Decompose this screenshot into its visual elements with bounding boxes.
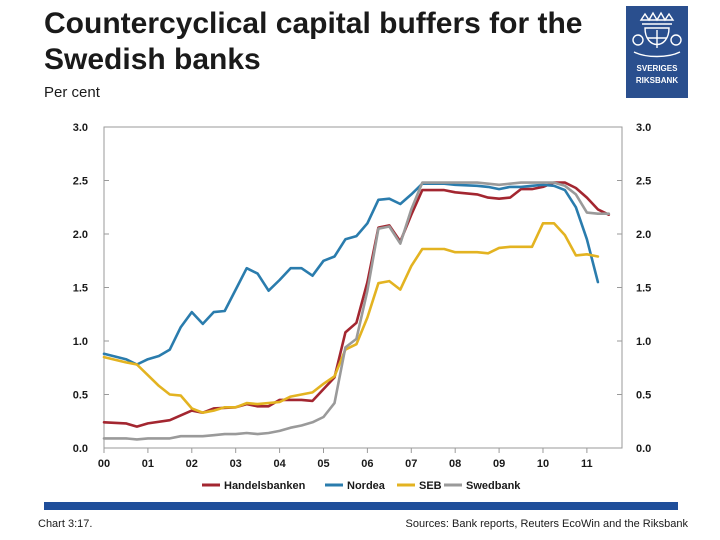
legend-label-seb: SEB (419, 480, 442, 492)
y-tick-label-left: 3.0 (73, 122, 88, 134)
x-tick-label: 01 (142, 458, 154, 470)
chart-subtitle: Per cent (44, 84, 100, 101)
y-tick-label-right: 3.0 (636, 122, 651, 134)
chart-area: 3.0 3.0 2.5 2.5 2.0 2.0 1.5 1.5 1.0 1.0 0.5 0.5 0.0 0… (73, 122, 652, 492)
footer-bar (44, 502, 678, 510)
chart-number: Chart 3:17. (38, 518, 93, 530)
x-tick-label: 11 (581, 458, 593, 470)
legend-label-handelsbanken: Handelsbanken (224, 480, 306, 492)
legend-label-swedbank: Swedbank (466, 480, 521, 492)
y-tick-label-right: 0.5 (636, 390, 651, 402)
logo-line-1: SVERIGES (636, 64, 678, 73)
series-line-handelsbanken (102, 181, 611, 428)
x-tick-label: 03 (230, 458, 242, 470)
x-tick-label: 09 (493, 458, 505, 470)
logo-line-2: RIKSBANK (635, 76, 679, 85)
plot-frame (103, 126, 623, 449)
page-title: Countercyclical capital buffers for the … (44, 7, 583, 76)
y-tick-label-right: 1.0 (636, 336, 651, 348)
y-tick-label-right: 2.5 (636, 176, 651, 188)
x-tick-label: 00 (98, 458, 110, 470)
crown-emblem-icon (632, 11, 682, 58)
y-tick-label-right: 0.0 (636, 443, 651, 455)
x-tick-label: 05 (317, 458, 329, 470)
y-tick-label-left: 0.5 (73, 390, 88, 402)
series-line-nordea (102, 182, 600, 366)
x-tick-label: 06 (361, 458, 373, 470)
x-tick-label: 08 (449, 458, 461, 470)
x-tick-label: 04 (273, 458, 286, 470)
legend-label-nordea: Nordea (347, 480, 386, 492)
riksbank-logo: SVERIGES RIKSBANK (626, 6, 688, 98)
y-tick-label-left: 0.0 (73, 443, 88, 455)
x-tick-label: 07 (405, 458, 417, 470)
x-tick-label: 02 (186, 458, 198, 470)
y-tick-label-left: 2.0 (73, 229, 88, 241)
y-tick-label-right: 1.5 (636, 283, 651, 295)
y-tick-label-left: 1.5 (73, 283, 88, 295)
x-tick-label: 10 (537, 458, 549, 470)
y-tick-label-right: 2.0 (636, 229, 651, 241)
series-line-seb (102, 222, 600, 414)
sources-note: Sources: Bank reports, Reuters EcoWin an… (405, 518, 688, 530)
y-tick-label-left: 2.5 (73, 176, 88, 188)
y-tick-label-left: 1.0 (73, 336, 88, 348)
series-line-swedbank (102, 181, 611, 441)
